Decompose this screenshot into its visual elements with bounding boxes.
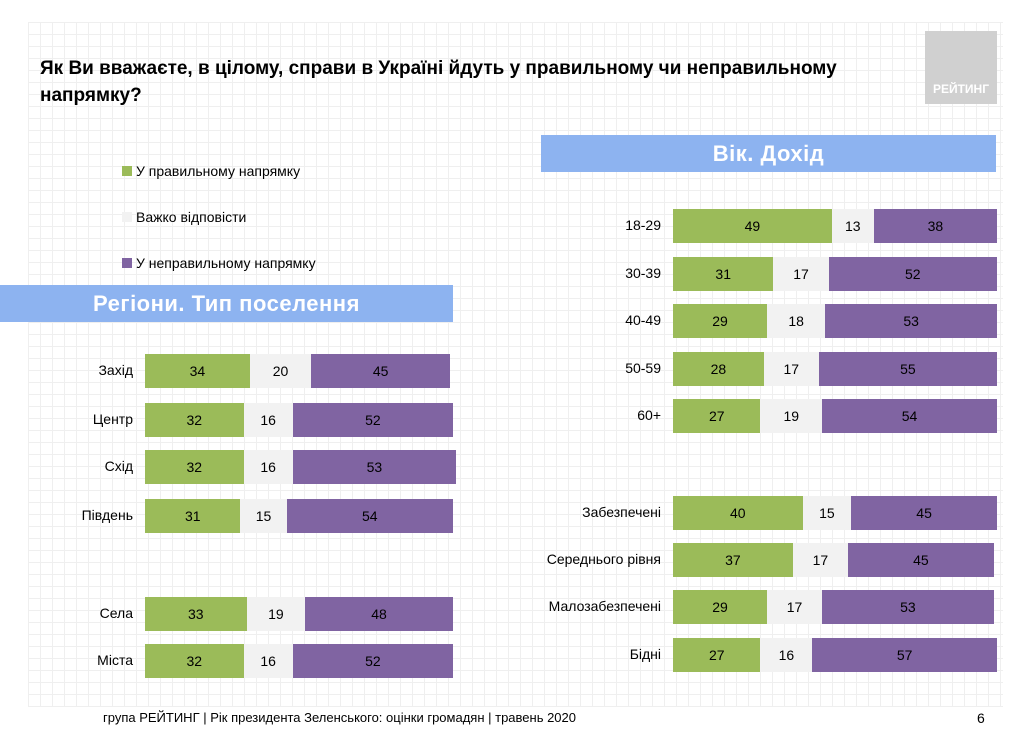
- bar-hard: 17: [792, 543, 848, 577]
- bar-right: 31: [673, 257, 774, 291]
- bar-right: 40: [673, 496, 803, 530]
- legend-swatch: [122, 166, 132, 176]
- bar-row: 32 16 53: [145, 450, 457, 484]
- page-number: 6: [977, 710, 985, 726]
- category-label: Південь: [81, 507, 133, 523]
- footer: група РЕЙТИНГ | Рік президента Зеленсько…: [103, 710, 577, 725]
- category-label: 60+: [637, 407, 661, 423]
- category-label: Забезпечені: [582, 504, 661, 520]
- page-title: Як Ви вважаєте, в цілому, справи в Украї…: [40, 58, 837, 106]
- category-label: 30-39: [625, 265, 661, 281]
- bar-wrong: 52: [292, 403, 453, 437]
- legend-swatch: [122, 258, 132, 268]
- bar-wrong: 38: [873, 209, 997, 243]
- bar-row: 32 16 52: [145, 403, 453, 437]
- bar-row: 29 18 53: [673, 304, 997, 338]
- bar-hard: 16: [760, 638, 813, 672]
- legend-label: Важко відповісти: [136, 209, 247, 225]
- bar-right: 49: [673, 209, 832, 243]
- bar-row: 34 20 45: [145, 354, 450, 388]
- regions-banner: Регіони. Тип поселення: [0, 285, 453, 322]
- bar-row: 33 19 48: [145, 597, 453, 631]
- category-label: Схід: [104, 458, 133, 474]
- category-label: 18-29: [625, 217, 661, 233]
- bar-hard: 15: [802, 496, 852, 530]
- bar-wrong: 54: [822, 399, 997, 433]
- bar-wrong: 54: [286, 499, 453, 533]
- bar-hard: 18: [766, 304, 826, 338]
- bar-row: 32 16 52: [145, 644, 453, 678]
- bar-wrong: 53: [822, 590, 994, 624]
- bar-wrong: 45: [847, 543, 994, 577]
- bar-wrong: 53: [292, 450, 457, 484]
- legend-label: У неправильному напрямку: [136, 255, 316, 271]
- bar-right: 28: [673, 352, 764, 386]
- bar-hard: 16: [243, 403, 293, 437]
- bar-row: 27 16 57: [673, 638, 997, 672]
- bar-wrong: 52: [828, 257, 997, 291]
- bar-right: 32: [145, 644, 244, 678]
- legend-item-hard: Важко відповісти: [122, 209, 246, 225]
- bar-hard: 13: [831, 209, 874, 243]
- legend-item-right: У правильному напрямку: [122, 163, 300, 179]
- bar-row: 31 15 54: [145, 499, 453, 533]
- category-label: Бідні: [629, 646, 661, 662]
- bar-hard: 16: [243, 450, 293, 484]
- bar-right: 32: [145, 450, 244, 484]
- age-income-banner: Вік. Дохід: [541, 135, 996, 172]
- bar-row: 27 19 54: [673, 399, 997, 433]
- logo-text: РЕЙТИНГ: [932, 82, 990, 96]
- bar-right: 37: [673, 543, 793, 577]
- bar-row: 37 17 45: [673, 543, 994, 577]
- bar-wrong: 45: [311, 354, 450, 388]
- bar-right: 29: [673, 590, 767, 624]
- bar-hard: 17: [763, 352, 819, 386]
- bar-wrong: 52: [292, 644, 453, 678]
- category-label: 50-59: [625, 360, 661, 376]
- bar-right: 27: [673, 399, 761, 433]
- bar-hard: 17: [766, 590, 823, 624]
- category-label: Захід: [98, 362, 133, 378]
- bar-wrong: 53: [825, 304, 997, 338]
- bar-hard: 20: [249, 354, 312, 388]
- rating-logo: РЕЙТИНГ: [925, 31, 997, 104]
- bar-right: 29: [673, 304, 767, 338]
- bar-row: 40 15 45: [673, 496, 997, 530]
- category-label: Середнього рівня: [546, 551, 661, 567]
- bar-wrong: 48: [305, 597, 453, 631]
- bar-row: 31 17 52: [673, 257, 997, 291]
- bar-hard: 19: [246, 597, 306, 631]
- bar-right: 33: [145, 597, 247, 631]
- legend-label: У правильному напрямку: [136, 163, 301, 179]
- category-label: Малозабезпечені: [548, 598, 661, 614]
- bar-wrong: 57: [812, 638, 997, 672]
- bar-row: 29 17 53: [673, 590, 994, 624]
- category-label: Центр: [92, 411, 133, 427]
- bar-hard: 19: [760, 399, 823, 433]
- legend-swatch: [122, 212, 132, 222]
- bar-right: 27: [673, 638, 761, 672]
- bar-hard: 16: [243, 644, 293, 678]
- bar-right: 34: [145, 354, 250, 388]
- legend-item-wrong: У неправильному напрямку: [122, 255, 316, 271]
- category-label: Села: [99, 605, 133, 621]
- bar-right: 32: [145, 403, 244, 437]
- bar-hard: 15: [240, 499, 287, 533]
- bar-row: 28 17 55: [673, 352, 997, 386]
- category-label: Міста: [97, 652, 133, 668]
- bar-wrong: 45: [851, 496, 997, 530]
- bar-hard: 17: [773, 257, 829, 291]
- category-label: 40-49: [625, 312, 661, 328]
- bar-right: 31: [145, 499, 241, 533]
- bar-row: 49 13 38: [673, 209, 997, 243]
- bar-wrong: 55: [818, 352, 997, 386]
